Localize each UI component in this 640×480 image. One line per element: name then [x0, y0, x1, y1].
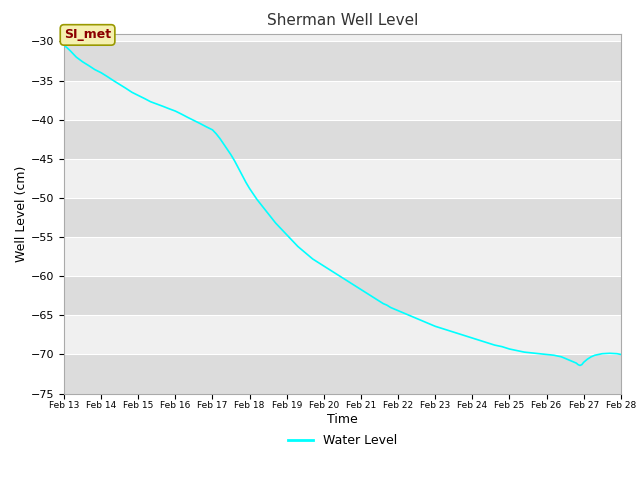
Bar — [64, 159, 621, 198]
Y-axis label: Well Level (cm): Well Level (cm) — [15, 166, 28, 262]
Title: Sherman Well Level: Sherman Well Level — [267, 13, 418, 28]
Text: SI_met: SI_met — [64, 28, 111, 41]
X-axis label: Time: Time — [327, 413, 358, 426]
Bar — [64, 41, 621, 81]
Bar — [64, 120, 621, 159]
Bar — [64, 198, 621, 237]
Bar — [64, 354, 621, 394]
Bar — [64, 315, 621, 354]
Bar — [64, 237, 621, 276]
Legend: Water Level: Water Level — [283, 429, 402, 452]
Bar — [64, 276, 621, 315]
Bar — [64, 81, 621, 120]
